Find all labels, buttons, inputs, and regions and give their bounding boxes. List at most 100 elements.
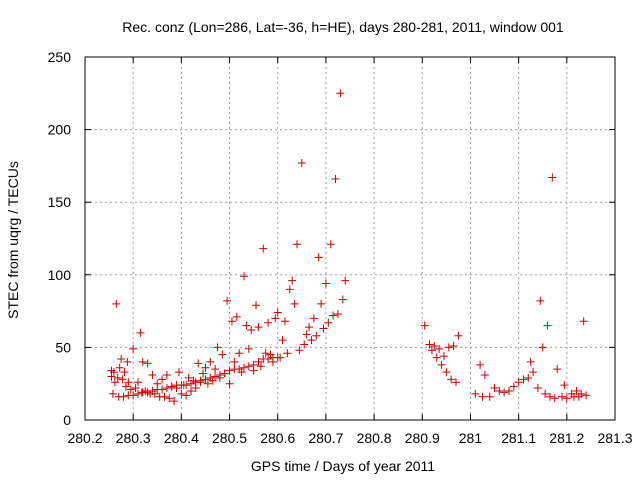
data-point — [201, 363, 210, 372]
y-tick-label: 150 — [48, 194, 72, 210]
data-point — [288, 276, 297, 285]
data-point — [223, 296, 232, 305]
data-point — [471, 389, 480, 398]
data-point — [256, 362, 265, 371]
data-point — [538, 343, 547, 352]
data-point — [259, 244, 268, 253]
data-point — [206, 373, 215, 382]
data-point — [244, 344, 253, 353]
data-point — [432, 353, 441, 362]
data-point — [254, 357, 263, 366]
data-point — [134, 389, 142, 398]
data-point — [187, 379, 195, 388]
data-point — [321, 279, 330, 288]
y-axis-title: STEC from uqrg / TECUs — [5, 161, 21, 319]
data-point — [430, 341, 439, 350]
data-point — [247, 325, 256, 334]
data-point — [227, 317, 236, 326]
data-point — [182, 381, 191, 390]
data-point — [211, 365, 220, 374]
data-point — [572, 386, 581, 395]
data-point — [425, 340, 434, 349]
data-point — [252, 301, 261, 310]
data-point — [439, 352, 448, 361]
data-point — [136, 328, 145, 337]
data-point — [500, 388, 509, 397]
data-point — [312, 331, 321, 340]
data-point — [509, 382, 518, 391]
x-tick-label: 281.1 — [501, 430, 536, 446]
data-point — [215, 370, 224, 379]
data-point — [524, 373, 533, 382]
data-point — [261, 349, 270, 358]
data-point — [117, 355, 126, 364]
data-point — [533, 384, 542, 393]
data-point — [199, 369, 208, 378]
data-point — [490, 384, 499, 393]
data-point — [107, 372, 116, 381]
data-point — [295, 346, 304, 355]
data-point — [302, 330, 311, 339]
data-point — [112, 299, 121, 308]
x-tick-label: 280.9 — [405, 430, 440, 446]
axis-ticks — [84, 56, 616, 421]
data-point — [206, 357, 215, 366]
data-point — [165, 394, 174, 403]
y-tick-label: 100 — [48, 267, 72, 283]
data-point — [442, 368, 451, 377]
data-point — [582, 391, 591, 400]
data-point — [240, 272, 248, 281]
data-point — [562, 394, 571, 403]
data-point — [187, 386, 195, 395]
data-point — [148, 370, 157, 379]
data-point — [560, 381, 569, 390]
data-point — [478, 392, 487, 401]
data-point — [108, 389, 117, 398]
data-point — [314, 253, 323, 262]
data-point — [536, 296, 545, 305]
data-point — [480, 370, 489, 379]
data-point — [271, 314, 280, 323]
data-point — [420, 321, 429, 330]
data-point — [435, 344, 444, 353]
data-point — [307, 336, 316, 345]
data-point — [131, 384, 140, 393]
data-point — [283, 349, 292, 358]
data-point — [196, 376, 205, 385]
data-point — [273, 353, 282, 362]
data-point — [541, 389, 550, 398]
chart-title: Rec. conz (Lon=286, Lat=-36, h=HE), days… — [122, 19, 564, 35]
data-point — [235, 365, 244, 374]
data-point — [148, 386, 157, 395]
data-point — [529, 368, 538, 377]
data-point — [138, 357, 147, 366]
data-point — [143, 388, 152, 397]
data-point — [519, 375, 528, 384]
data-point — [447, 375, 456, 384]
x-tick-label: 280.7 — [308, 430, 343, 446]
data-point — [213, 343, 222, 352]
data-point — [273, 308, 282, 317]
data-point — [437, 360, 446, 369]
data-point — [333, 310, 342, 319]
y-tick-label: 50 — [55, 339, 71, 355]
data-point — [329, 311, 338, 320]
data-point — [244, 362, 253, 371]
data-point — [427, 346, 436, 355]
data-points — [107, 89, 591, 406]
x-tick-label: 281.2 — [549, 430, 584, 446]
data-point — [211, 372, 220, 381]
data-point — [331, 174, 340, 183]
data-point — [264, 318, 273, 327]
data-point — [285, 285, 294, 294]
data-point — [341, 276, 350, 285]
data-point — [548, 173, 557, 182]
data-point — [242, 321, 251, 330]
data-point — [485, 392, 494, 401]
x-tick-label: 280.8 — [357, 430, 392, 446]
data-point — [553, 365, 562, 374]
x-tick-label: 280.5 — [212, 430, 247, 446]
data-point — [514, 378, 523, 387]
data-point — [194, 359, 203, 368]
